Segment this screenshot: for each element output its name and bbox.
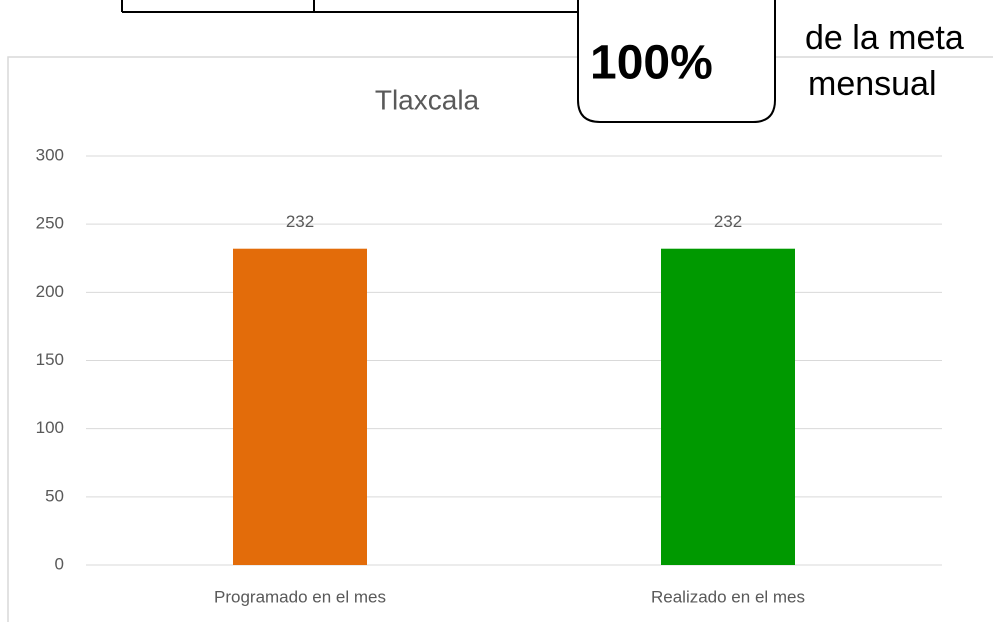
y-tick-label: 300 [36, 145, 64, 164]
y-tick-label: 200 [36, 282, 64, 301]
y-tick-label: 100 [36, 418, 64, 437]
callout-caption: mensual [808, 65, 937, 103]
bar [661, 248, 795, 565]
data-label: 232 [714, 212, 742, 231]
table-fragment [121, 0, 776, 123]
data-label: 232 [286, 212, 314, 231]
chart-title: Tlaxcala [375, 84, 480, 115]
y-tick-label: 50 [45, 486, 64, 505]
y-tick-label: 250 [36, 214, 64, 233]
bar [233, 248, 367, 565]
y-tick-label: 0 [55, 554, 64, 573]
x-tick-label: Realizado en el mes [651, 587, 805, 606]
chart-frame [7, 56, 993, 622]
x-tick-label: Programado en el mes [214, 587, 386, 606]
y-tick-label: 150 [36, 350, 64, 369]
callout-caption: de la meta [805, 19, 964, 57]
callout-value: 100% [590, 37, 713, 90]
